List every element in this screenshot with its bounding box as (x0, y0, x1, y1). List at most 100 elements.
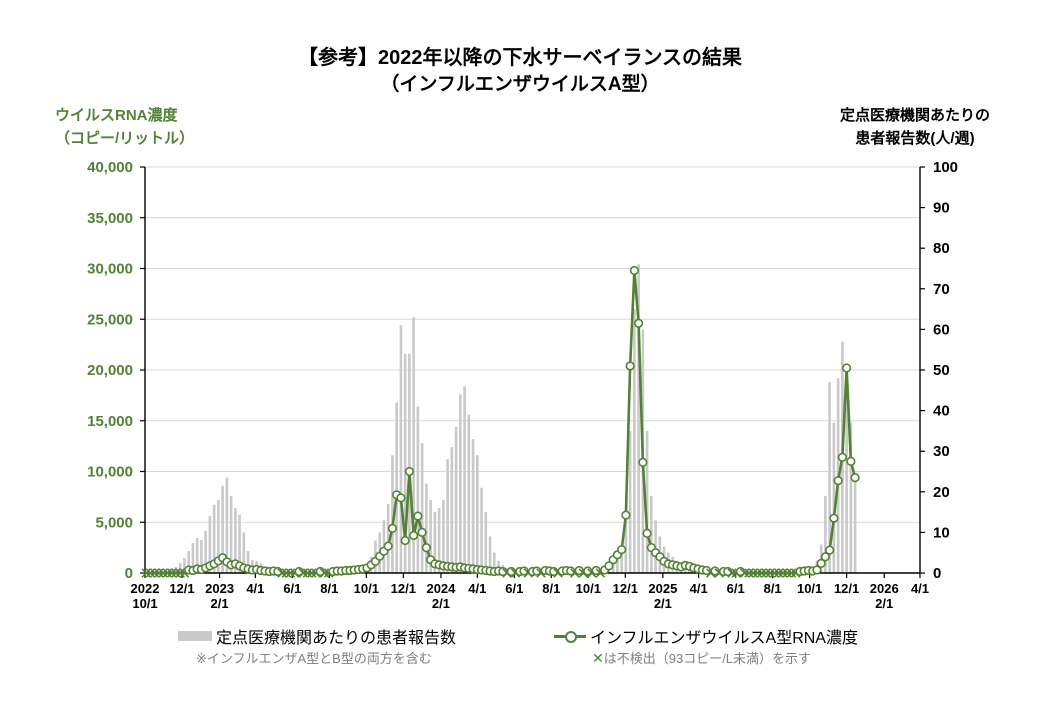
rna-point-marker (583, 566, 593, 576)
nondetect-x-marker (162, 568, 173, 578)
chart-title-line2: （インフルエンザウイルスA型） (380, 74, 660, 95)
rna-point-marker (820, 552, 831, 562)
right-axis-tick-label: 40 (933, 403, 950, 420)
left-axis-title-line2: （コピー/リットル） (55, 130, 195, 147)
report-bar (476, 455, 479, 573)
report-bar (416, 406, 420, 573)
report-bar (183, 557, 186, 573)
report-bar (471, 439, 475, 573)
x-axis-tick-label: 10/1 (132, 596, 157, 611)
nondetect-x-marker (778, 568, 788, 578)
nondetect-x-marker (769, 568, 780, 578)
rna-point-marker (574, 565, 584, 576)
report-bar (420, 443, 424, 573)
nondetect-x-marker (145, 568, 156, 578)
rna-point-marker (621, 510, 631, 520)
chart-title: 【参考】2022年以降の下水サーベイランスの結果 （インフルエンザウイルスA型） (0, 44, 1040, 98)
rna-point-marker (591, 565, 601, 576)
right-axis-title-line1: 定点医療機関あたりの (839, 107, 990, 124)
legend-item-bars: 定点医療機関あたりの患者報告数 (178, 624, 456, 648)
rna-point-marker (710, 566, 720, 576)
report-bar (633, 309, 636, 573)
rna-point-marker (566, 566, 576, 576)
nondetect-x-marker (319, 568, 330, 578)
report-bar (828, 382, 831, 573)
report-bar (204, 530, 207, 573)
nondetect-x-marker (765, 568, 775, 578)
rna-point-marker (825, 545, 835, 555)
right-axis-tick-label: 50 (933, 362, 950, 379)
report-bar (191, 542, 195, 573)
x-axis-tick-label: 8/1 (320, 581, 338, 596)
left-axis-tick-label: 40,000 (87, 159, 133, 176)
report-bar (459, 394, 462, 573)
x-axis-tick-label: 4/1 (911, 581, 929, 596)
report-bar (611, 562, 615, 573)
x-axis-tick-label: 10/1 (797, 581, 822, 596)
right-axis-title: 定点医療機関あたりの 患者報告数(人/週) (790, 104, 1040, 150)
report-bar (832, 422, 836, 573)
nondetect-x-marker (154, 568, 164, 578)
report-bar (620, 551, 623, 573)
right-axis-tick-label: 30 (933, 443, 950, 460)
left-axis-tick-label: 5,000 (95, 514, 133, 531)
x-axis-tick-label: 8/1 (542, 581, 560, 596)
rna-point-marker (396, 493, 406, 503)
x-axis-tick-label: 2/1 (875, 596, 893, 611)
report-bar (187, 551, 190, 573)
rna-point-marker (404, 466, 415, 477)
rna-point-marker (837, 452, 847, 462)
legend-item-line: インフルエンザウイルスA型RNA濃度 (554, 624, 858, 648)
rna-point-marker (629, 265, 639, 276)
report-bar (849, 422, 853, 573)
report-bar (229, 495, 233, 573)
report-bar (616, 557, 619, 573)
nondetect-x-marker (175, 568, 185, 578)
nondetect-x-marker (285, 568, 296, 578)
report-bar (174, 566, 178, 573)
report-bar (845, 370, 848, 573)
report-bar (628, 430, 632, 573)
rna-point-marker (701, 565, 712, 576)
report-bar (212, 504, 216, 573)
report-bar (488, 536, 492, 573)
nondetect-x-marker (281, 568, 292, 578)
report-bar (217, 499, 220, 573)
nondetect-x-marker (744, 568, 754, 578)
nondetect-x-marker (158, 568, 168, 578)
rna-line (146, 269, 857, 575)
report-bar (178, 562, 182, 573)
rna-point-marker (842, 363, 852, 373)
report-bar (399, 325, 403, 573)
rna-point-marker (625, 361, 635, 371)
report-bar (246, 551, 250, 573)
report-bar (403, 353, 407, 573)
report-bar (412, 317, 415, 573)
rna-point-marker (532, 566, 542, 576)
right-axis-tick-label: 20 (933, 484, 950, 501)
rna-point-marker (634, 318, 644, 328)
bar-series-swatch (178, 631, 212, 641)
report-bar (433, 512, 437, 573)
x-axis-tick-label: 4/1 (690, 581, 708, 596)
rna-point-marker (617, 545, 627, 555)
rna-point-marker (519, 566, 529, 576)
x-axis-year-label: 2024 (426, 581, 456, 596)
left-axis-tick-label: 10,000 (87, 464, 133, 481)
report-bar (408, 353, 411, 573)
rna-point-marker (846, 456, 856, 466)
right-axis-tick-label: 80 (933, 240, 950, 257)
x-axis-tick-label: 6/1 (283, 581, 301, 596)
nondetect-x-marker (141, 568, 151, 578)
report-bar (467, 414, 471, 573)
left-axis-tick-label: 35,000 (87, 210, 133, 227)
left-axis-title-line1: ウイルスRNA濃度 (55, 107, 178, 124)
x-axis-year-label: 2025 (648, 581, 677, 596)
rna-point-marker (604, 561, 614, 571)
rna-point-marker (816, 558, 826, 568)
right-axis-tick-label: 70 (933, 281, 950, 298)
nondetect-x-marker (307, 568, 317, 578)
report-bar (386, 503, 390, 573)
